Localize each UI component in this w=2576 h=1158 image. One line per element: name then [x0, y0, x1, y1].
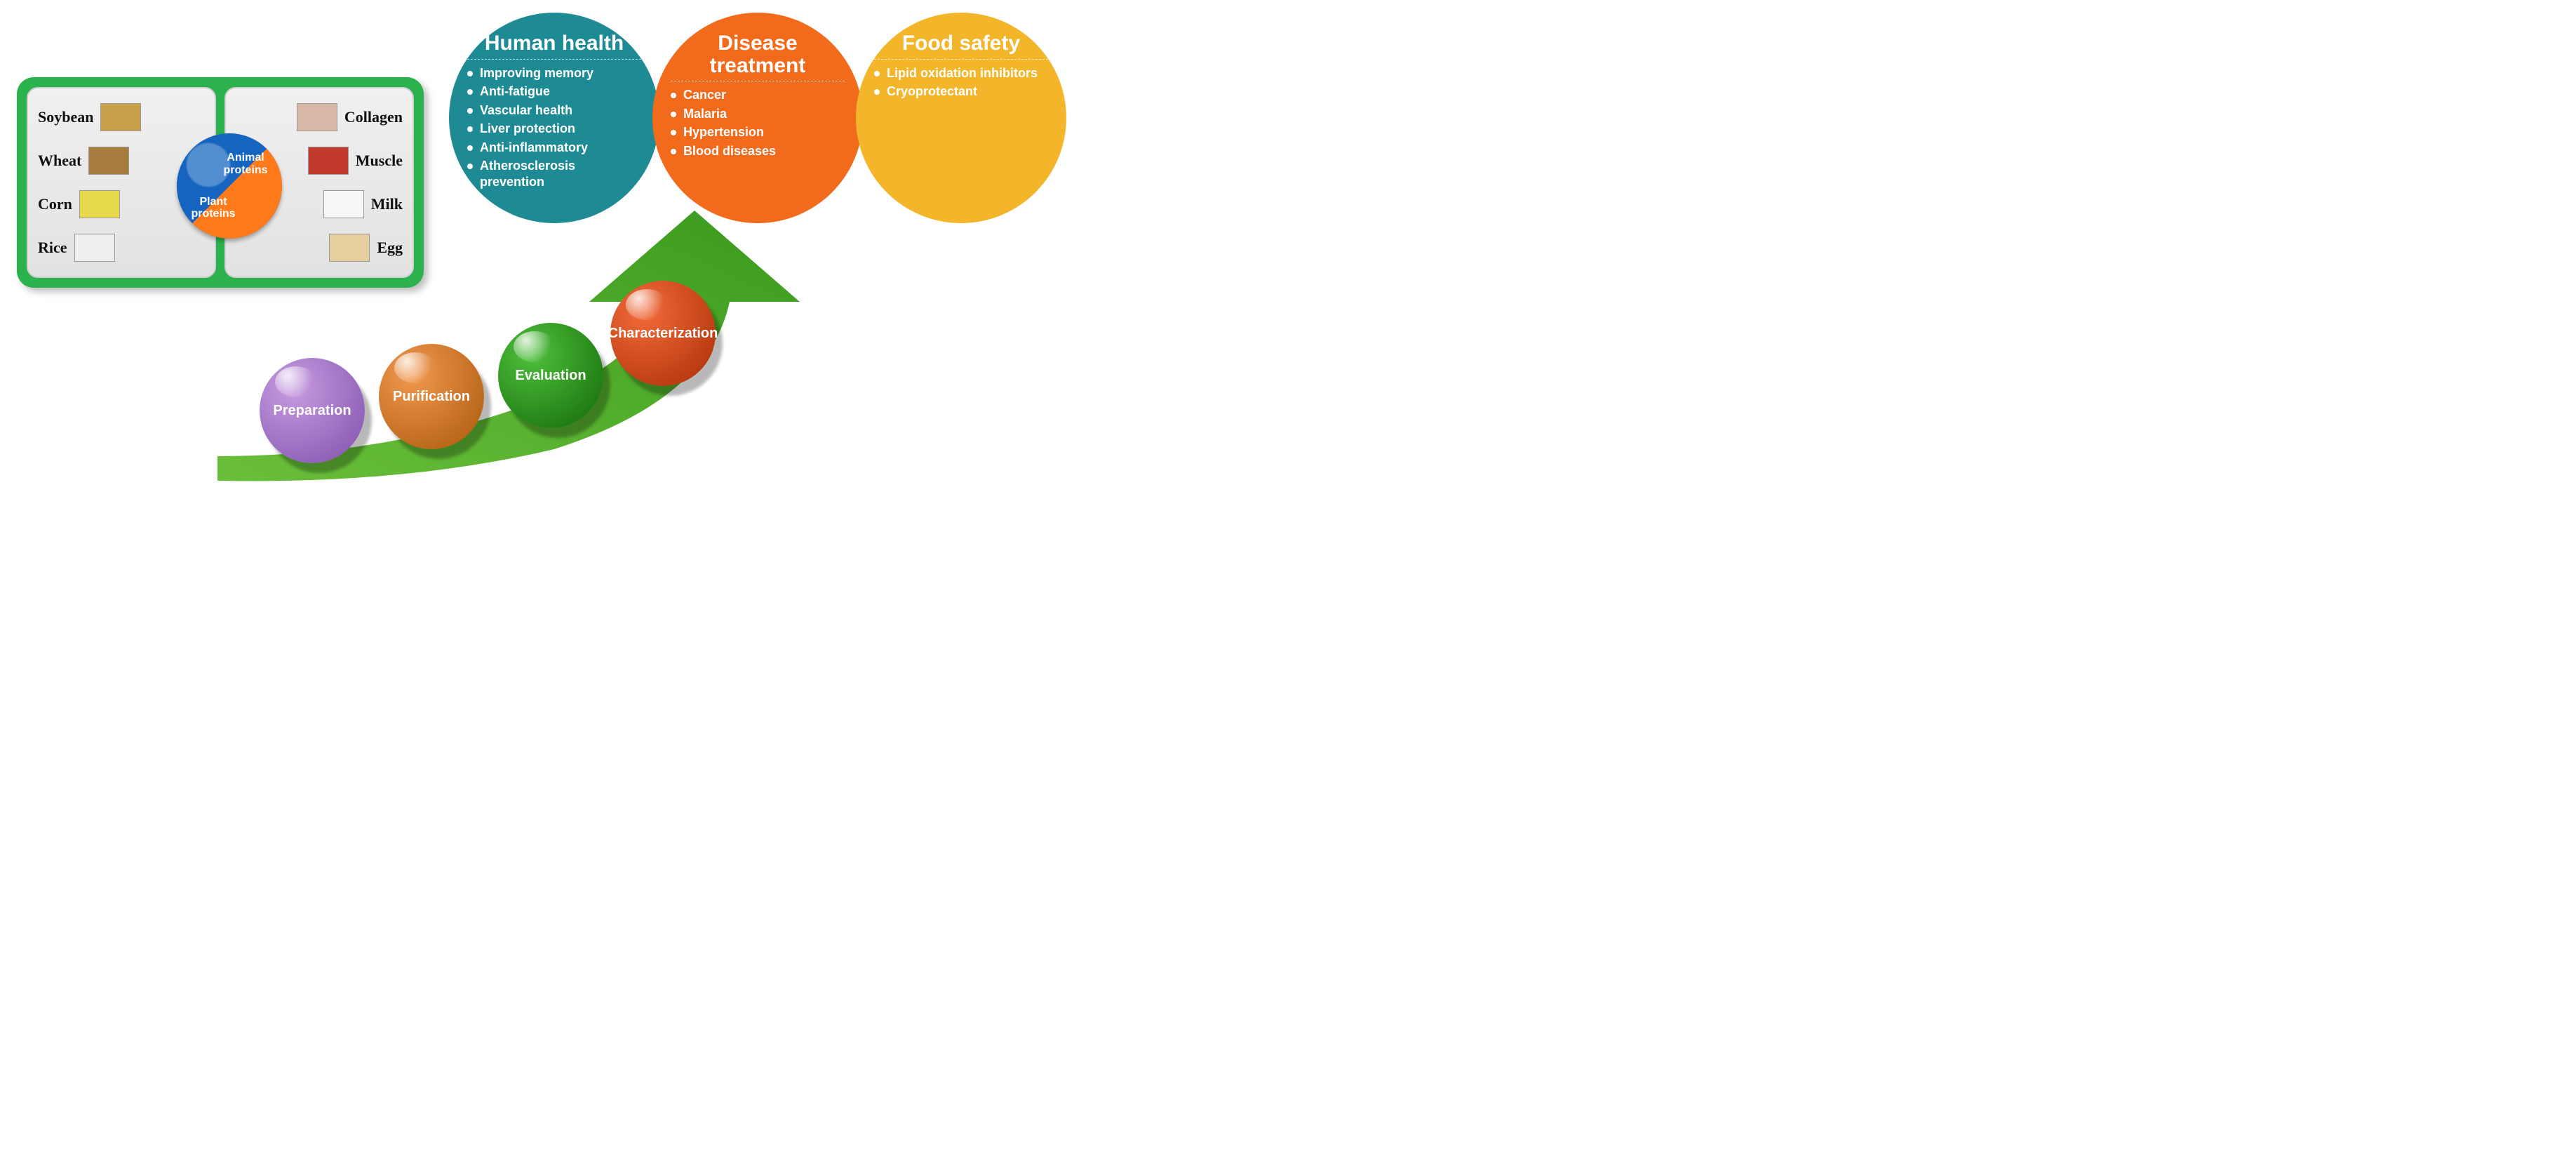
process-step-label: Characterization [608, 326, 718, 342]
application-item: Cryoprotectant [874, 84, 1048, 100]
process-step-label: Evaluation [515, 368, 586, 384]
application-item: Cancer [671, 87, 845, 103]
application-title: Human health [467, 32, 641, 55]
protein-source-label: Collagen [344, 108, 403, 126]
application-circle: Disease treatment Cancer Malaria Hypertensi… [652, 13, 863, 223]
protein-source-label: Wheat [38, 152, 81, 170]
application-circle: Human health Improving memory Anti-fatigue… [449, 13, 659, 223]
protein-source-thumb [100, 103, 141, 131]
process-step-sphere: Characterization [610, 281, 716, 386]
protein-source-row: Rice [38, 234, 205, 262]
protein-source-thumb [79, 190, 120, 218]
application-item: Vascular health [467, 102, 641, 119]
application-item: Hypertension [671, 124, 845, 140]
process-step-sphere: Purification [379, 344, 484, 449]
application-item: Lipid oxidation inhibitors [874, 65, 1048, 81]
application-item: Anti-inflammatory [467, 140, 641, 156]
protein-source-thumb [88, 147, 129, 175]
protein-source-row: Soybean [38, 103, 205, 131]
application-item: Blood diseases [671, 143, 845, 159]
process-step-label: Purification [393, 389, 470, 405]
application-items: Lipid oxidation inhibitors Cryoprotectant [874, 65, 1048, 100]
application-title: Disease treatment [671, 32, 845, 76]
application-item: Atherosclerosis prevention [467, 158, 641, 189]
application-item: Improving memory [467, 65, 641, 81]
process-flow-arrow: Preparation Purification Evaluation Charact… [210, 204, 814, 484]
application-items: Cancer Malaria Hypertension Blood diseases [671, 87, 845, 159]
process-step-sphere: Preparation [260, 358, 365, 463]
protein-source-thumb [297, 103, 337, 131]
process-step-sphere: Evaluation [498, 323, 603, 428]
application-item: Anti-fatigue [467, 84, 641, 100]
application-item: Liver protection [467, 121, 641, 137]
protein-source-thumb [74, 234, 115, 262]
protein-source-label: Soybean [38, 108, 93, 126]
application-items: Improving memory Anti-fatigue Vascular hea… [467, 65, 641, 190]
application-item: Malaria [671, 106, 845, 122]
animal-proteins-label: Animal proteins [217, 152, 274, 176]
application-circle: Food safety Lipid oxidation inhibitors Cry… [856, 13, 1066, 223]
protein-source-thumb [308, 147, 349, 175]
process-step-label: Preparation [273, 403, 351, 419]
protein-source-row: Collagen [236, 103, 403, 131]
protein-source-label: Rice [38, 239, 67, 257]
protein-source-label: Muscle [356, 152, 403, 170]
protein-source-label: Corn [38, 195, 72, 213]
application-title: Food safety [874, 32, 1048, 55]
